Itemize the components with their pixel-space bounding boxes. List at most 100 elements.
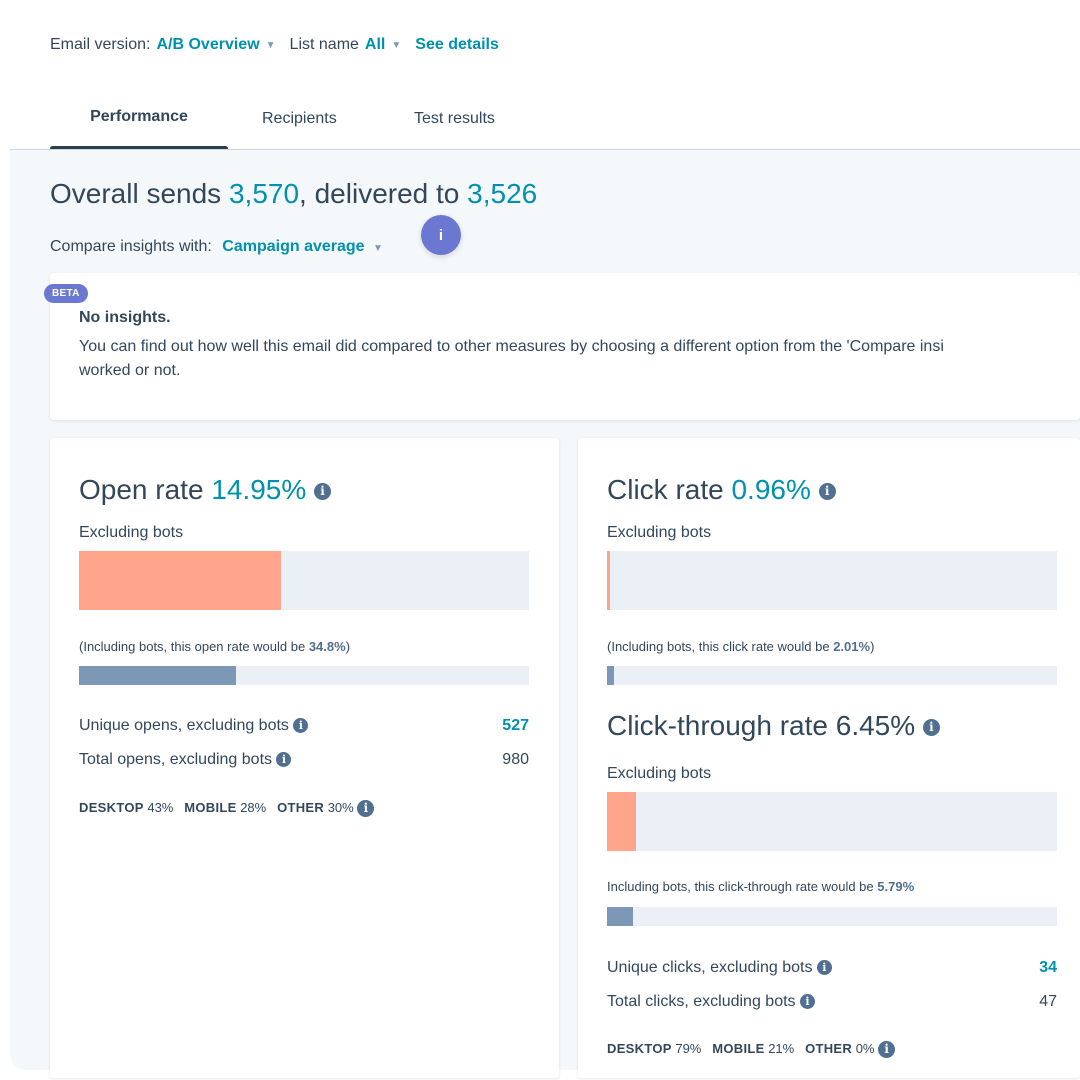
open-including-suffix: ) [345,639,351,654]
open-rate-label: Open rate [79,474,204,505]
email-filter-bar: Email version: A/B Overview ▼ List name … [50,36,499,54]
open-rate-bar-fill [79,551,281,610]
click-including-suffix: ) [870,639,875,654]
click-device-breakdown: DESKTOP 79% MOBILE 21% OTHER 0% i [607,1041,896,1059]
sends-value: 3,570 [228,178,300,209]
unique-clicks-label: Unique clicks, excluding bots i [607,959,832,977]
info-icon[interactable]: i [293,718,309,734]
info-icon[interactable]: i [922,719,940,737]
insight-message: You can find out how well this email did… [79,335,1074,383]
open-including-note: (Including bots, this open rate would be… [79,639,350,654]
overall-sends-heading: Overall sends 3,570, delivered to 3,526 [50,178,537,210]
unique-opens-label: Unique opens, excluding bots i [79,717,309,735]
email-version-dropdown[interactable]: A/B Overview [156,36,260,53]
unique-opens-text: Unique opens, excluding bots [79,717,289,734]
info-icon[interactable]: i [816,960,832,976]
total-opens-value: 980 [502,751,529,768]
insight-line-2: worked or not. [79,362,181,379]
info-icon[interactable]: i [421,215,461,255]
active-tab-indicator [50,146,228,151]
click-rate-bar-fill [607,551,611,610]
open-including-value: 34.8% [308,639,346,654]
open-including-prefix: (Including bots, this open rate would be [79,639,306,654]
click-rate-value: 0.96% [731,474,811,505]
device-desktop-label: DESKTOP [607,1041,672,1056]
ctr-title: Click-through rate 6.45% i [607,710,940,742]
list-name-dropdown[interactable]: All [364,36,386,53]
open-rate-title: Open rate 14.95% i [79,474,332,506]
tab-test-results[interactable]: Test results [414,110,495,127]
info-icon[interactable]: i [314,483,332,501]
ctr-bar [607,792,1057,851]
insights-card [50,273,1080,420]
ctr-including-note: Including bots, this click-through rate … [607,879,914,894]
click-rate-label: Click rate [607,474,724,505]
total-opens-label: Total opens, excluding bots i [79,751,292,769]
device-mobile-label: MOBILE [712,1041,765,1056]
sends-prefix: Overall sends [50,178,222,209]
device-mobile-label: MOBILE [184,800,237,815]
ctr-excluding-label: Excluding bots [607,765,712,782]
total-clicks-text: Total clicks, excluding bots [607,993,796,1010]
info-icon[interactable]: i [357,800,375,818]
device-mobile-pct: 28% [240,800,267,815]
click-excluding-label: Excluding bots [607,524,712,541]
ctr-including-prefix: Including bots, this click-through rate … [607,879,874,894]
see-details-link[interactable]: See details [415,36,499,53]
tab-bar: Performance [50,108,228,126]
open-excluding-label: Excluding bots [79,524,184,541]
click-including-note: (Including bots, this click rate would b… [607,639,874,654]
ctr-label: Click-through rate 6.45% [607,710,916,741]
device-mobile-pct: 21% [768,1041,795,1056]
insight-title: No insights. [79,309,171,326]
compare-label: Compare insights with: [50,238,212,255]
click-including-value: 2.01% [833,639,871,654]
chevron-down-icon[interactable]: ▼ [265,39,276,51]
tab-performance[interactable]: Performance [90,108,188,125]
open-rate-card: Open rate 14.95% i Excluding bots (Inclu… [50,438,559,1078]
open-rate-value: 14.95% [211,474,307,505]
tab-recipients[interactable]: Recipients [262,110,337,127]
compare-dropdown[interactable]: Campaign average [222,238,365,255]
click-including-bar [607,666,1057,685]
delivered-value: 3,526 [467,178,538,209]
unique-clicks-value: 34 [1039,959,1057,976]
ctr-including-bar [607,907,1057,926]
device-other-label: OTHER [805,1041,853,1056]
device-other-pct: 30% [327,800,354,815]
device-other-label: OTHER [277,800,325,815]
device-desktop-pct: 43% [147,800,174,815]
device-desktop-label: DESKTOP [79,800,144,815]
open-device-breakdown: DESKTOP 43% MOBILE 28% OTHER 30% i [79,800,375,818]
ctr-bar-fill [607,792,637,851]
ctr-including-value: 5.79% [877,879,915,894]
info-icon[interactable]: i [818,483,836,501]
unique-opens-value: 527 [502,717,529,734]
total-clicks-label: Total clicks, excluding bots i [607,993,815,1011]
total-clicks-value: 47 [1039,993,1057,1010]
open-including-bar-fill [79,666,236,685]
chevron-down-icon[interactable]: ▼ [391,39,402,51]
chevron-down-icon[interactable]: ▼ [373,243,383,254]
device-desktop-pct: 79% [675,1041,702,1056]
list-name-label: List name [289,36,359,53]
beta-badge: BETA [44,284,88,303]
device-other-pct: 0% [855,1041,875,1056]
click-rate-title: Click rate 0.96% i [607,474,836,506]
email-version-label: Email version: [50,36,151,53]
open-rate-bar [79,551,529,610]
info-icon[interactable]: i [799,994,815,1010]
total-opens-text: Total opens, excluding bots [79,751,273,768]
open-including-bar [79,666,529,685]
unique-clicks-text: Unique clicks, excluding bots [607,959,813,976]
compare-insights: Compare insights with: Campaign average … [50,238,383,256]
info-icon[interactable]: i [276,752,292,768]
delivered-middle: , delivered to [299,178,460,209]
click-rate-card: Click rate 0.96% i Excluding bots (Inclu… [578,438,1080,1078]
click-including-bar-fill [607,666,615,685]
click-rate-bar [607,551,1057,610]
ctr-including-bar-fill [607,907,634,926]
click-including-prefix: (Including bots, this click rate would b… [607,639,830,654]
info-icon[interactable]: i [878,1041,896,1059]
insight-line-1: You can find out how well this email did… [79,338,944,355]
